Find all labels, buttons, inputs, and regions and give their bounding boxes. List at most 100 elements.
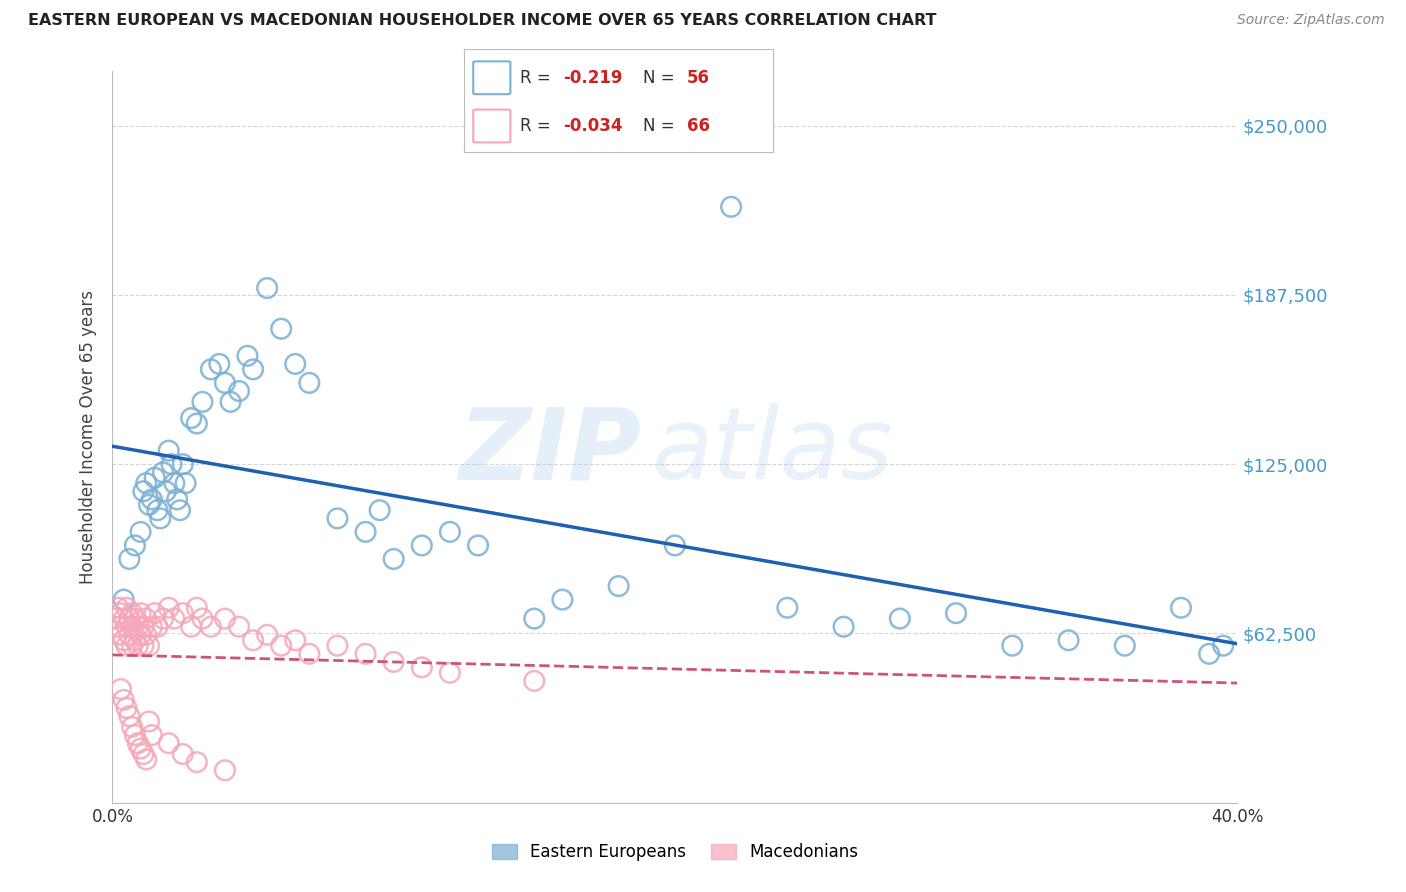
Point — [112, 611, 135, 625]
Point — [551, 592, 574, 607]
Point — [107, 620, 129, 634]
Point — [228, 384, 250, 398]
Point — [163, 476, 186, 491]
Point — [146, 503, 169, 517]
Point — [382, 655, 405, 669]
Point — [284, 357, 307, 371]
Point — [284, 633, 307, 648]
Point — [242, 633, 264, 648]
Point — [945, 606, 967, 620]
Point — [152, 611, 174, 625]
Point — [242, 362, 264, 376]
Text: ZIP: ZIP — [458, 403, 641, 500]
Point — [127, 620, 149, 634]
Point — [146, 620, 169, 634]
Point — [121, 620, 143, 634]
Point — [143, 606, 166, 620]
Point — [411, 538, 433, 552]
Point — [141, 620, 163, 634]
Point — [776, 600, 799, 615]
Point — [172, 606, 194, 620]
Point — [118, 628, 141, 642]
Point — [112, 592, 135, 607]
Point — [121, 639, 143, 653]
Point — [228, 620, 250, 634]
Point — [138, 714, 160, 729]
Point — [236, 349, 259, 363]
Point — [256, 281, 278, 295]
Point — [135, 611, 157, 625]
Point — [191, 611, 214, 625]
Point — [1170, 600, 1192, 615]
Point — [149, 511, 172, 525]
Point — [169, 503, 191, 517]
Point — [186, 755, 208, 769]
Point — [1001, 639, 1024, 653]
Text: R =: R = — [520, 69, 555, 87]
Point — [1057, 633, 1080, 648]
Point — [135, 476, 157, 491]
Y-axis label: Householder Income Over 65 years: Householder Income Over 65 years — [79, 290, 97, 584]
Point — [138, 498, 160, 512]
Text: 56: 56 — [686, 69, 710, 87]
Point — [118, 709, 141, 723]
Point — [155, 484, 177, 499]
Point — [135, 752, 157, 766]
Point — [135, 628, 157, 642]
Point — [411, 660, 433, 674]
Text: atlas: atlas — [652, 403, 894, 500]
Point — [127, 639, 149, 653]
Point — [141, 492, 163, 507]
Point — [124, 611, 146, 625]
Point — [129, 628, 152, 642]
Point — [298, 376, 321, 390]
Point — [191, 395, 214, 409]
Point — [219, 395, 242, 409]
Point — [110, 681, 132, 696]
Point — [270, 639, 292, 653]
Point — [121, 606, 143, 620]
Point — [200, 362, 222, 376]
Point — [439, 665, 461, 680]
Point — [129, 741, 152, 756]
Point — [382, 552, 405, 566]
Point — [115, 701, 138, 715]
Point — [124, 633, 146, 648]
Point — [160, 457, 183, 471]
Point — [132, 484, 155, 499]
Text: -0.219: -0.219 — [562, 69, 623, 87]
Point — [326, 639, 349, 653]
Text: N =: N = — [644, 69, 681, 87]
Point — [664, 538, 686, 552]
Text: EASTERN EUROPEAN VS MACEDONIAN HOUSEHOLDER INCOME OVER 65 YEARS CORRELATION CHAR: EASTERN EUROPEAN VS MACEDONIAN HOUSEHOLD… — [28, 13, 936, 29]
Point — [132, 620, 155, 634]
Point — [298, 647, 321, 661]
Point — [132, 639, 155, 653]
Point — [889, 611, 911, 625]
Point — [110, 628, 132, 642]
Point — [214, 764, 236, 778]
Point — [214, 611, 236, 625]
Point — [1212, 639, 1234, 653]
Point — [172, 457, 194, 471]
Point — [607, 579, 630, 593]
Point — [368, 503, 391, 517]
Point — [127, 736, 149, 750]
Point — [523, 611, 546, 625]
Point — [174, 476, 197, 491]
Point — [439, 524, 461, 539]
Text: N =: N = — [644, 117, 681, 135]
Point — [1114, 639, 1136, 653]
Point — [467, 538, 489, 552]
Point — [172, 747, 194, 761]
Point — [720, 200, 742, 214]
Point — [138, 639, 160, 653]
Point — [110, 606, 132, 620]
Point — [1198, 647, 1220, 661]
Point — [118, 611, 141, 625]
Point — [270, 322, 292, 336]
Point — [141, 728, 163, 742]
Point — [112, 633, 135, 648]
Point — [180, 411, 202, 425]
Point — [214, 376, 236, 390]
